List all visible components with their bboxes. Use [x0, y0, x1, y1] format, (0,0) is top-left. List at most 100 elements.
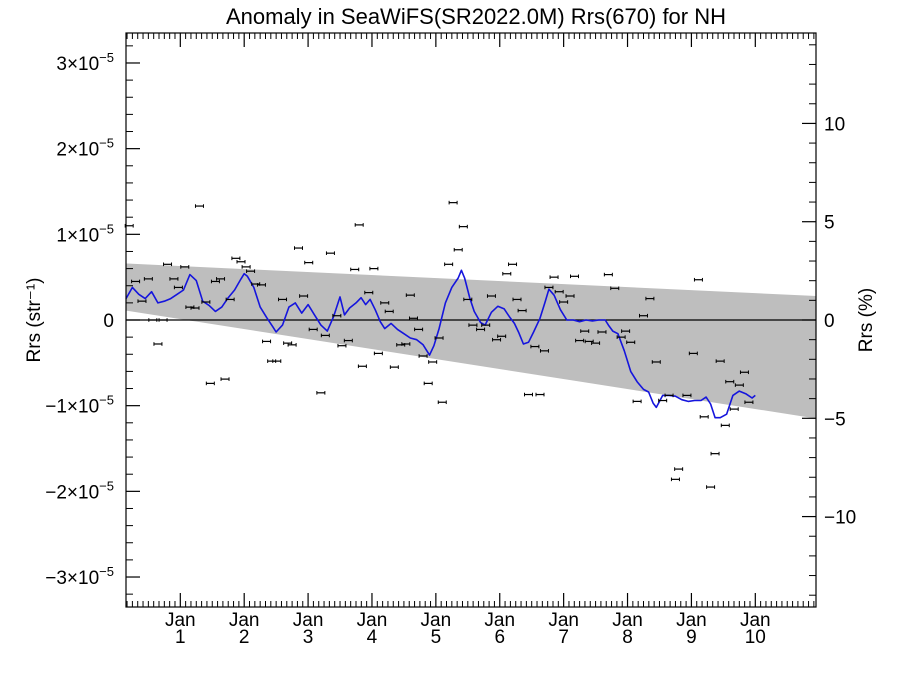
x-tick-label-year: 4: [367, 627, 378, 648]
data-point: [278, 297, 288, 302]
x-tick-label-year: 7: [558, 627, 569, 648]
data-point: [428, 360, 438, 364]
x-tick-label-month: Jan: [357, 610, 388, 631]
data-point: [517, 308, 527, 313]
data-point: [380, 301, 390, 305]
data-point: [294, 246, 303, 250]
data-point: [559, 300, 569, 304]
data-point: [384, 309, 394, 314]
data-point: [153, 342, 163, 346]
data-point: [492, 337, 502, 342]
data-point: [357, 364, 367, 369]
data-point: [539, 349, 549, 353]
y-left-tick-label: −2×10−5: [45, 478, 114, 503]
data-point: [458, 224, 468, 229]
y-left-tick-label: 3×10−5: [56, 50, 114, 75]
data-point: [225, 297, 235, 302]
x-tick-label-month: Jan: [676, 610, 707, 631]
plot-area: 3×10−5 2×10−5 1×10−5 0 −1×10−5 −2×10−5 −3×10−5…: [45, 32, 856, 648]
x-tick-label-year: 9: [686, 627, 697, 648]
data-point: [137, 299, 147, 303]
data-point: [343, 338, 353, 343]
data-point: [148, 318, 158, 322]
data-point: [173, 285, 183, 290]
data-point: [706, 485, 716, 489]
x-tick-label-month: Jan: [612, 610, 643, 631]
data-point: [645, 296, 655, 301]
y-axis-right-label: Rrs (%): [856, 288, 877, 352]
y-right-tick-label: 5: [824, 213, 835, 234]
data-point: [610, 286, 620, 291]
y-right-tick-label: −10: [824, 508, 856, 529]
data-point: [575, 338, 585, 343]
data-point: [658, 398, 668, 403]
x-tick-label-year: 2: [239, 627, 250, 648]
data-point: [508, 262, 518, 267]
data-point: [453, 247, 463, 252]
data-point: [231, 256, 241, 261]
data-point: [354, 223, 364, 227]
data-point: [570, 274, 579, 279]
data-point: [715, 359, 725, 363]
data-point: [639, 313, 648, 318]
x-tick-label-month: Jan: [740, 610, 771, 631]
data-point: [597, 330, 607, 334]
data-point: [549, 275, 559, 279]
data-point: [664, 393, 674, 398]
data-point: [423, 381, 433, 386]
data-point: [373, 351, 383, 356]
data-point: [434, 336, 444, 340]
data-point: [405, 293, 415, 297]
data-point: [241, 265, 251, 269]
x-tick-label-month: Jan: [484, 610, 515, 631]
data-point: [512, 297, 522, 302]
data-point: [729, 407, 739, 411]
x-tick-label-year: 8: [622, 627, 633, 648]
data-point: [201, 300, 211, 304]
data-point: [621, 329, 631, 333]
data-point: [389, 365, 399, 369]
data-point: [486, 294, 496, 298]
data-point: [158, 318, 168, 322]
data-point: [143, 277, 153, 281]
smoothed-series-line: [125, 269, 756, 419]
data-point: [299, 294, 309, 298]
data-point: [401, 342, 411, 346]
data-point: [220, 377, 230, 381]
x-tick-label-year: 10: [745, 627, 766, 648]
y-left-tick-label: −3×10−5: [45, 564, 114, 589]
data-point: [169, 277, 179, 281]
data-point: [725, 379, 735, 384]
y-left-tick-label: 1×10−5: [56, 221, 114, 246]
data-point: [476, 327, 486, 332]
x-tick-label-month: Jan: [421, 610, 452, 631]
data-point: [632, 399, 642, 404]
data-point: [272, 359, 282, 363]
data-point: [437, 400, 447, 405]
data-point: [262, 339, 272, 344]
data-point: [502, 271, 512, 276]
y-right-tick-label: −5: [824, 409, 846, 430]
data-point: [337, 343, 347, 348]
data-point: [216, 277, 226, 281]
data-point: [246, 269, 256, 273]
data-point: [699, 415, 709, 419]
data-point: [332, 313, 342, 318]
data-point: [304, 260, 314, 265]
data-point: [739, 370, 749, 375]
data-point: [693, 277, 703, 282]
y-right-tick-label: 0: [824, 311, 835, 332]
data-point: [180, 265, 190, 269]
data-point: [364, 290, 374, 295]
data-point: [210, 279, 220, 284]
data-point: [350, 267, 360, 272]
data-point: [688, 351, 698, 356]
y-axis-left-label: Rrs (str⁻¹): [24, 278, 45, 363]
x-tick-label-month: Jan: [165, 610, 196, 631]
data-point: [418, 354, 428, 358]
x-tick-label-month: Jan: [548, 610, 579, 631]
x-tick-label-year: 5: [431, 627, 442, 648]
x-tick-label-year: 1: [175, 627, 186, 648]
uncertainty-band: [126, 263, 816, 419]
